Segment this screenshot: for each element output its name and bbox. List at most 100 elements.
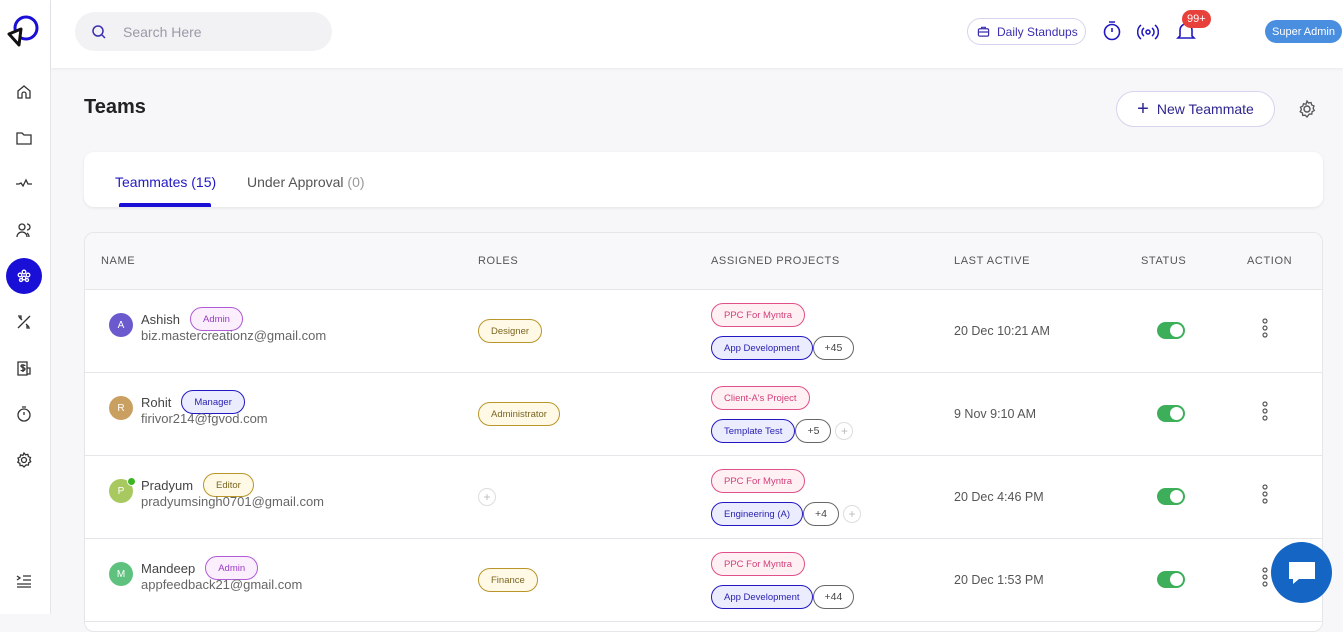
gear-icon[interactable]: [1297, 99, 1317, 119]
project-pill[interactable]: Engineering (A): [711, 502, 804, 526]
activity-icon: [16, 178, 32, 188]
page-title: Teams: [84, 96, 146, 118]
role-pill[interactable]: Finance: [478, 568, 538, 592]
avatar-initial: P: [117, 485, 125, 497]
more-options-icon[interactable]: [1261, 484, 1269, 504]
role-pill[interactable]: Designer: [478, 319, 543, 343]
billing-icon: [17, 361, 31, 376]
chat-icon: [1288, 561, 1315, 584]
new-teammate-label: New Teammate: [1156, 101, 1254, 117]
status-toggle[interactable]: [1157, 405, 1185, 422]
sidebar-item-tools[interactable]: [6, 304, 42, 340]
plus-icon: +: [1137, 97, 1149, 120]
sidebar-item-teams[interactable]: [6, 258, 42, 294]
chat-button[interactable]: [1271, 542, 1332, 603]
menu-collapse-icon: [16, 575, 31, 588]
more-options-icon[interactable]: [1261, 401, 1269, 421]
more-options-icon[interactable]: [1261, 567, 1269, 587]
tab-under-approval[interactable]: Under Approval (0): [247, 174, 365, 190]
table-header: NAME ROLES ASSIGNED PROJECTS LAST ACTIVE…: [85, 233, 1322, 290]
more-projects-pill[interactable]: +4: [803, 502, 839, 526]
member-name[interactable]: Ashish: [141, 311, 181, 327]
search-input[interactable]: [123, 23, 303, 40]
tab-label: Teammates: [115, 174, 188, 190]
status-toggle[interactable]: [1157, 571, 1185, 588]
col-roles: ROLES: [478, 255, 519, 267]
new-teammate-button[interactable]: + New Teammate: [1116, 91, 1275, 127]
tab-bar: Teammates (15) Under Approval (0): [84, 152, 1323, 207]
tools-icon: [17, 315, 31, 329]
add-project-button[interactable]: +: [835, 422, 854, 440]
teammates-table: NAME ROLES ASSIGNED PROJECTS LAST ACTIVE…: [84, 232, 1323, 632]
daily-standups-button[interactable]: Daily Standups: [967, 18, 1086, 45]
member-email: firivor214@fgvod.com: [141, 411, 268, 426]
last-active: 20 Dec 4:46 PM: [954, 490, 1044, 504]
more-options-icon[interactable]: [1261, 318, 1269, 338]
sidebar-item-timer[interactable]: [6, 396, 42, 432]
col-action: ACTION: [1247, 255, 1293, 267]
sidebar-item-folder[interactable]: [6, 120, 42, 156]
broadcast-icon[interactable]: [1137, 22, 1159, 42]
notification-badge: 99+: [1182, 10, 1211, 28]
search-bar[interactable]: [75, 12, 332, 51]
sidebar-item-home[interactable]: [6, 74, 42, 110]
project-pill[interactable]: Template Test: [711, 419, 796, 443]
timer-icon: [17, 406, 31, 422]
logo-icon: [7, 15, 39, 47]
avatar-initial: M: [116, 568, 126, 580]
role-pill[interactable]: Administrator: [478, 402, 560, 426]
timer-icon[interactable]: [1102, 20, 1122, 42]
tab-label: Under Approval: [247, 174, 344, 190]
member-badge: Manager: [181, 390, 245, 414]
sidebar-item-users[interactable]: [6, 212, 42, 248]
settings-icon: [16, 451, 32, 468]
member-email: biz.mastercreationz@gmail.com: [141, 328, 327, 343]
tab-teammates[interactable]: Teammates (15): [115, 174, 216, 190]
add-role-button[interactable]: +: [478, 488, 496, 506]
status-toggle[interactable]: [1157, 322, 1185, 339]
member-email: appfeedback21@gmail.com: [141, 577, 303, 592]
project-pill[interactable]: PPC For Myntra: [711, 303, 806, 327]
sidebar-item-settings[interactable]: [6, 442, 42, 478]
sidebar: [0, 0, 51, 614]
project-pill[interactable]: Client-A's Project: [711, 386, 810, 410]
more-projects-pill[interactable]: +5: [795, 419, 832, 443]
member-badge: Editor: [203, 473, 254, 497]
project-pill[interactable]: App Development: [711, 585, 813, 609]
tab-count: (0): [347, 174, 365, 190]
project-pill[interactable]: PPC For Myntra: [711, 552, 806, 576]
sidebar-item-billing[interactable]: [6, 350, 42, 386]
member-badge: Admin: [190, 307, 243, 331]
avatar: M: [109, 562, 133, 586]
avatar-initial: A: [117, 319, 125, 331]
status-toggle[interactable]: [1157, 488, 1185, 505]
more-projects-pill[interactable]: +44: [812, 585, 855, 609]
project-pill[interactable]: PPC For Myntra: [711, 469, 806, 493]
role-badge[interactable]: Super Admin: [1265, 20, 1342, 43]
col-projects: ASSIGNED PROJECTS: [711, 255, 840, 267]
member-name[interactable]: Pradyum: [141, 477, 194, 493]
tab-count: (15): [191, 174, 217, 190]
more-projects-pill[interactable]: +45: [812, 336, 855, 360]
teams-icon: [17, 269, 31, 283]
last-active: 20 Dec 1:53 PM: [954, 573, 1044, 587]
col-status: STATUS: [1141, 255, 1187, 267]
table-row: R Rohit Manager firivor214@fgvod.com Admi…: [85, 373, 1322, 456]
add-project-button[interactable]: +: [843, 505, 861, 523]
avatar: R: [109, 396, 133, 420]
table-row: A Ashish Admin biz.mastercreationz@gmail.…: [85, 290, 1322, 373]
project-pill[interactable]: App Development: [711, 336, 813, 360]
last-active: 20 Dec 10:21 AM: [954, 324, 1050, 338]
search-icon: [92, 24, 106, 39]
folder-icon: [16, 132, 32, 145]
sidebar-collapse-button[interactable]: [6, 563, 42, 599]
sidebar-item-activity[interactable]: [6, 166, 42, 202]
last-active: 9 Nov 9:10 AM: [954, 407, 1036, 421]
member-badge: Admin: [205, 556, 259, 580]
active-tab-indicator: [119, 203, 211, 207]
online-indicator: [127, 477, 136, 486]
member-email: pradyumsingh0701@gmail.com: [141, 494, 325, 509]
topbar: Daily Standups 99+ Super Admin M: [51, 0, 1343, 68]
member-name[interactable]: Mandeep: [141, 560, 196, 576]
member-name[interactable]: Rohit: [141, 394, 172, 410]
